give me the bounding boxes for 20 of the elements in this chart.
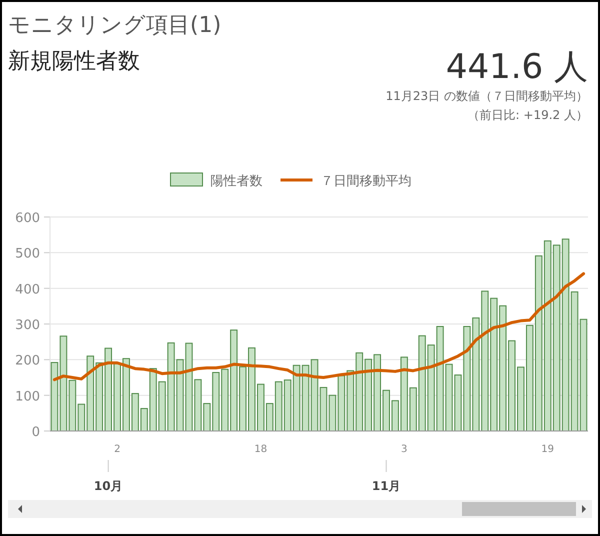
text: 441.6 人 (446, 47, 588, 87)
text: （前日比: +19.2 人） (468, 108, 588, 122)
y-tick-label: 100 (15, 389, 40, 404)
legend-label: ７日間移動平均 (320, 174, 412, 189)
y-tick-label: 500 (15, 246, 40, 262)
y-tick-label: 200 (15, 354, 40, 369)
legend-label: 陽性者数 (210, 174, 262, 189)
y-tick-label: 0 (32, 425, 40, 440)
x-tick-label: 3 (400, 444, 408, 455)
y-tick-label: 600 (15, 211, 40, 226)
y-tick-label: 400 (15, 282, 40, 298)
chart-title: モニタリング項目(1) (8, 13, 222, 38)
text: 11月23日 の数値（７日間移動平均） (386, 89, 588, 103)
annotation: 10月 (94, 479, 123, 493)
x-tick-label: 19 (541, 444, 554, 455)
y-tick-label: 300 (15, 318, 40, 333)
x-tick-label: 2 (114, 444, 120, 455)
chart-subtitle: 新規陽性者数 (8, 49, 140, 74)
x-tick-label: 18 (254, 444, 268, 455)
annotation: 11月 (372, 479, 401, 493)
